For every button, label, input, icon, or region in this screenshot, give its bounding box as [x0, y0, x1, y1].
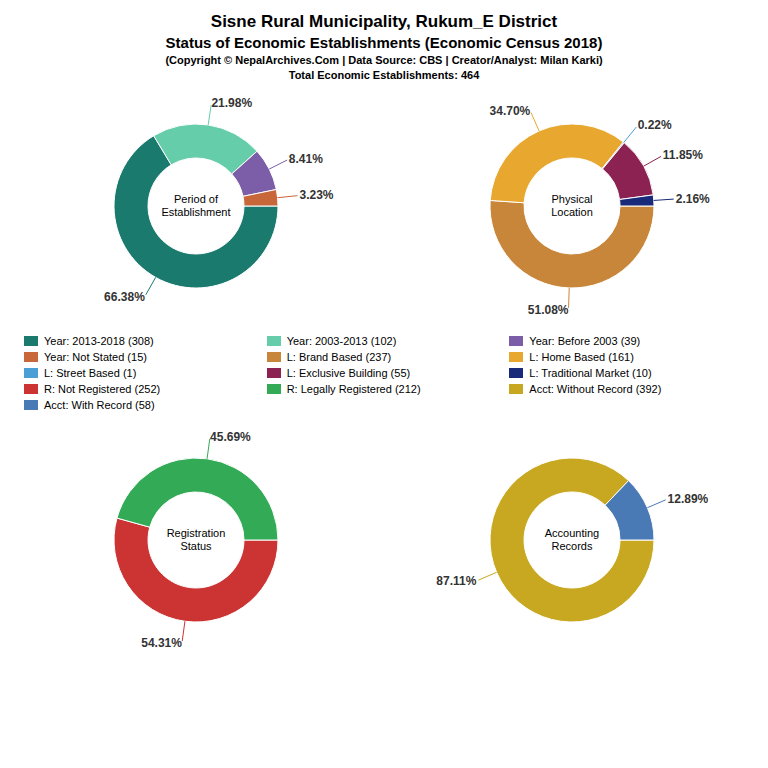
- html-text:Registration Status: Registration Status: [166, 526, 226, 552]
- html-text:L: Brand Based (237): L: Brand Based (237): [286, 351, 392, 363]
- svg-text:2.16%: 2.16%: [676, 192, 710, 206]
- svg-text:51.08%: 51.08%: [528, 303, 569, 317]
- svg-text:0.22%: 0.22%: [638, 118, 672, 132]
- html-text:L: Street Based (1): L: Street Based (1): [44, 367, 137, 379]
- html-text:Acct: Without Record (392): Acct: Without Record (392): [529, 383, 662, 395]
- html-text:L: Exclusive Building (55): L: Exclusive Building (55): [286, 367, 411, 379]
- svg-text:11.85%: 11.85%: [663, 148, 703, 162]
- html-text:L: Home Based (161): L: Home Based (161): [529, 351, 634, 363]
- html-text:R: Not Registered (252): R: Not Registered (252): [44, 383, 161, 395]
- html-text:Physical Location: Physical Location: [551, 192, 593, 218]
- html-text:Acct: With Record (58): Acct: With Record (58): [44, 399, 155, 411]
- html-text:Accounting Records: Accounting Records: [544, 526, 600, 552]
- svg-text:66.38%: 66.38%: [104, 290, 145, 304]
- svg-text:21.98%: 21.98%: [211, 96, 252, 110]
- html-text:(Copyright © NepalArchives.Com: (Copyright © NepalArchives.Com | Data So…: [165, 54, 603, 66]
- html-text:R: Legally Registered (212): R: Legally Registered (212): [286, 383, 421, 395]
- svg-text:12.89%: 12.89%: [668, 492, 709, 506]
- html-text:Sisne Rural Municipality, Ruku: Sisne Rural Municipality, Rukum_E Distri…: [210, 12, 558, 31]
- svg-text:45.69%: 45.69%: [210, 430, 251, 444]
- html-text:Year: Before 2003 (39): Year: Before 2003 (39): [529, 335, 641, 347]
- html-text:Year: Not Stated (15): Year: Not Stated (15): [44, 351, 147, 363]
- html-text:Period of Establishment: Period of Establishment: [161, 192, 231, 218]
- html-text:L: Traditional Market (10): L: Traditional Market (10): [529, 367, 652, 379]
- svg-text:3.23%: 3.23%: [299, 188, 333, 202]
- svg-text:54.31%: 54.31%: [141, 636, 182, 650]
- html-text:Year: 2013-2018 (308): Year: 2013-2018 (308): [44, 335, 154, 347]
- svg-text:8.41%: 8.41%: [289, 152, 323, 166]
- html-text:Total Economic Establishments:: Total Economic Establishments: 464: [288, 69, 480, 81]
- svg-text:87.11%: 87.11%: [436, 574, 476, 588]
- html-text:Year: 2003-2013 (102): Year: 2003-2013 (102): [286, 335, 397, 347]
- html-text:Status of Economic Establishme: Status of Economic Establishments (Econo…: [165, 34, 603, 51]
- svg-text:34.70%: 34.70%: [490, 104, 531, 118]
